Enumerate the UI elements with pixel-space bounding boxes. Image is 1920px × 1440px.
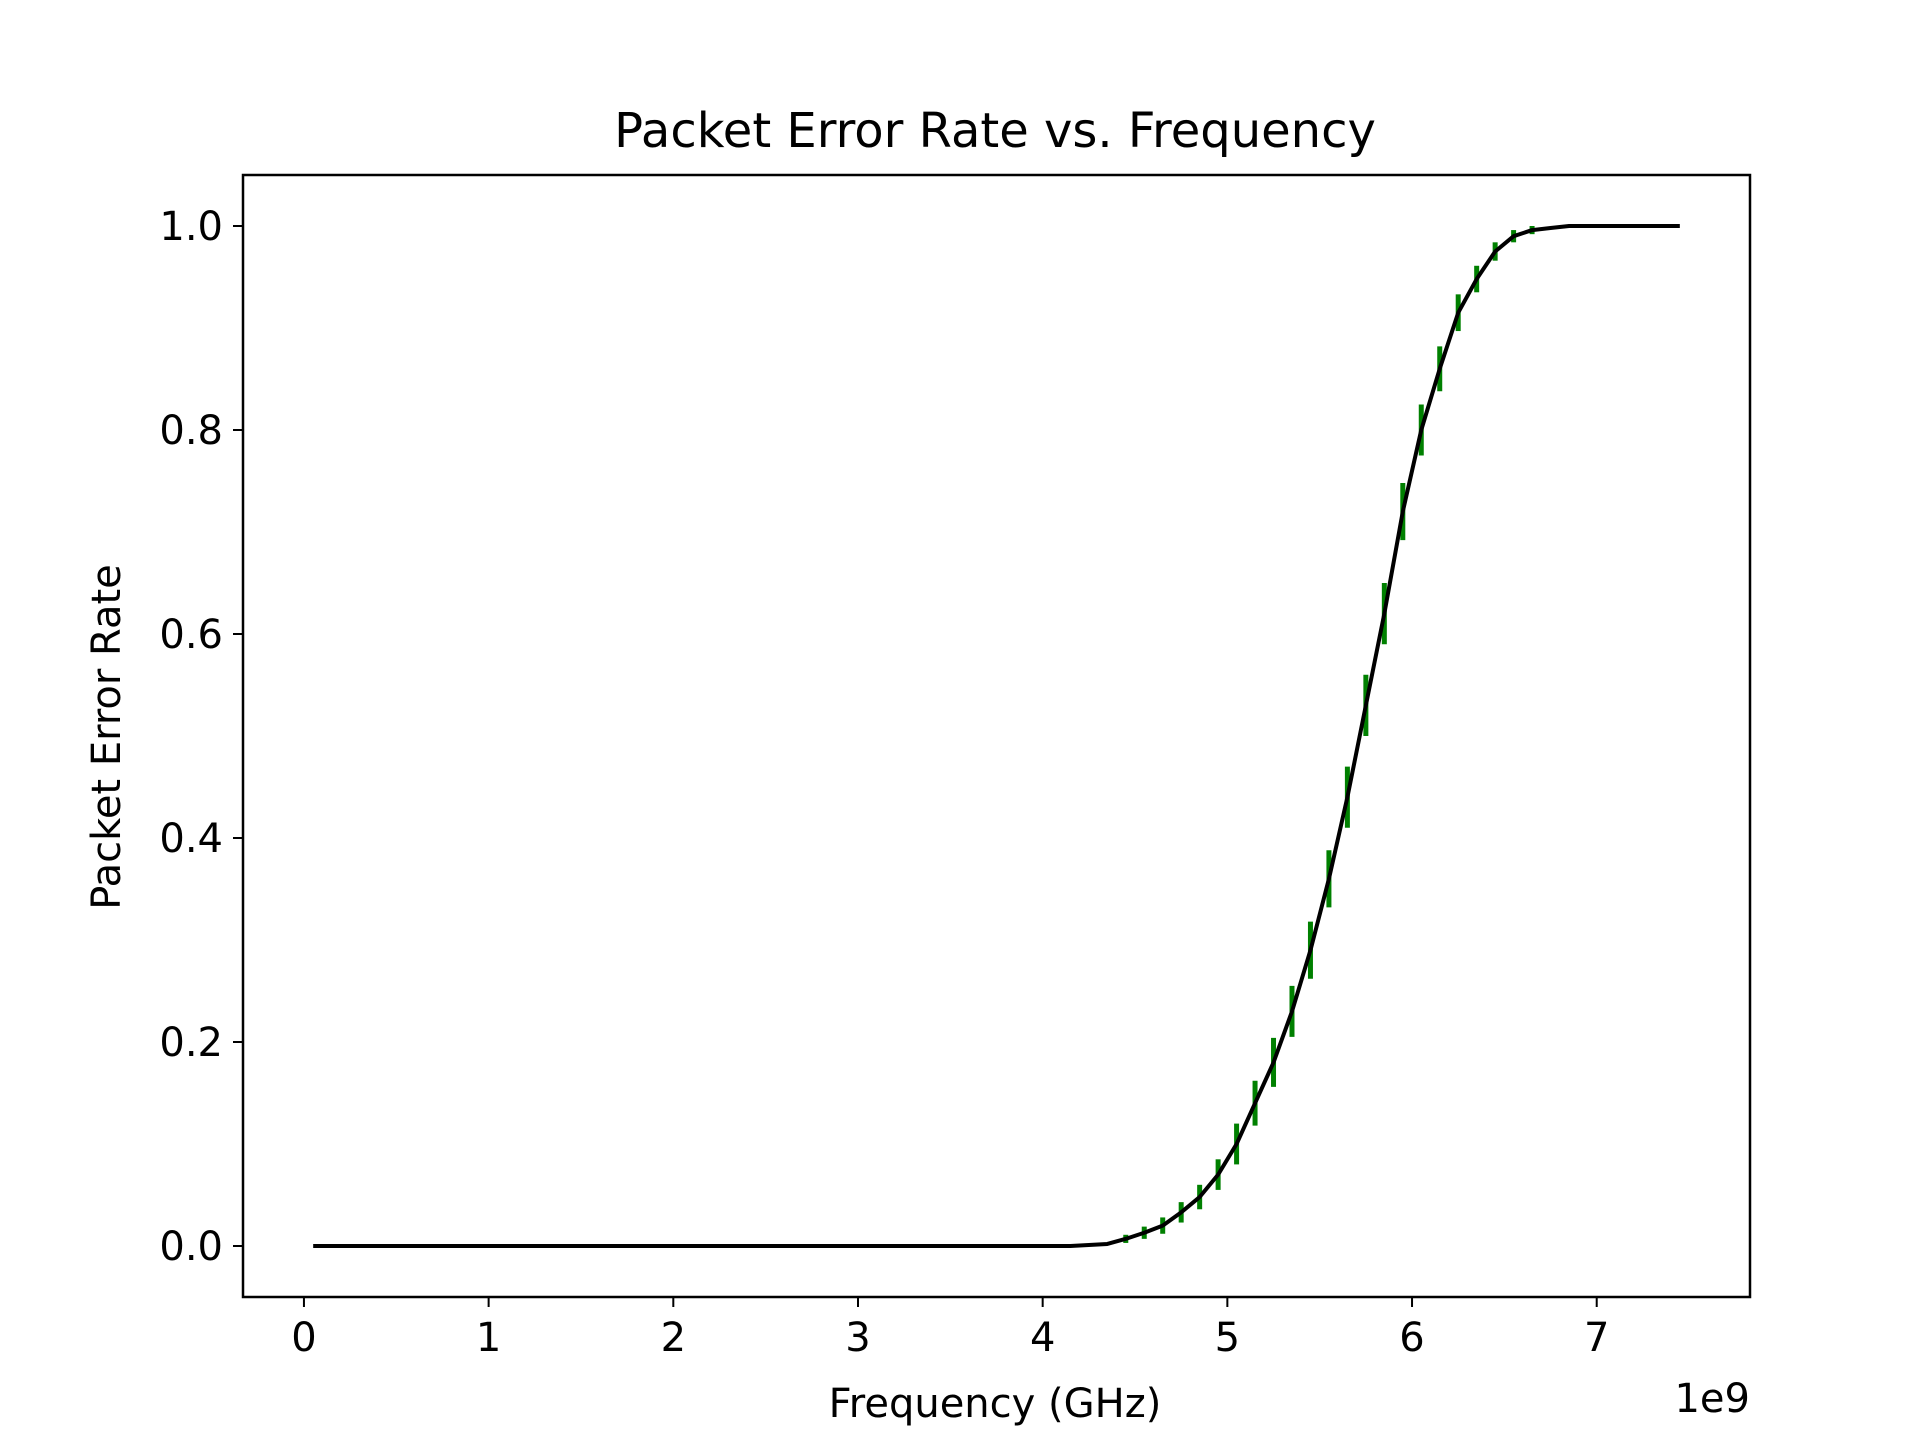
series-line [313,224,1680,1248]
y-tick-label: 0.8 [159,408,223,454]
plot-area: 0 1 2 3 4 5 6 7 0.0 0.2 0.4 0.6 0.8 1.0 [159,173,1752,1361]
x-axis-offset-label: 1e9 [1674,1376,1750,1422]
x-tick-label: 2 [661,1315,686,1361]
x-tick-label: 3 [845,1315,870,1361]
y-axis-label: Packet Error Rate [84,564,130,910]
axes-frame [241,173,1752,1299]
x-axis-label: Frequency (GHz) [829,1381,1162,1427]
x-tick-label: 6 [1399,1315,1424,1361]
x-tick-label: 0 [291,1315,316,1361]
x-tick-label: 4 [1030,1315,1055,1361]
y-tick-label: 0.2 [159,1020,223,1066]
y-tick-label: 1.0 [159,204,223,250]
x-tick-label: 7 [1584,1315,1609,1361]
y-tick-label: 0.6 [159,612,223,658]
x-tick-label: 1 [476,1315,501,1361]
x-tick-label: 5 [1215,1315,1240,1361]
y-tick-label: 0.0 [159,1224,223,1270]
chart-title: Packet Error Rate vs. Frequency [614,103,1376,159]
y-tick-label: 0.4 [159,816,223,862]
